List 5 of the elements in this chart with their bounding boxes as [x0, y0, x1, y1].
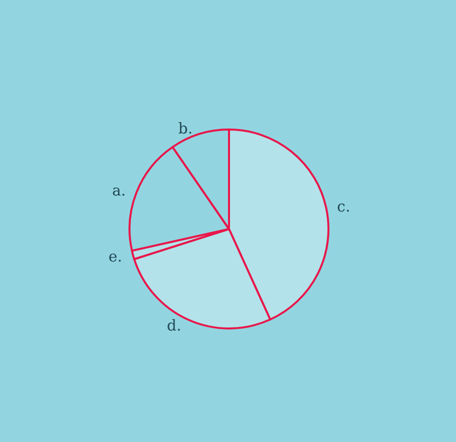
slice-label: c. [337, 198, 350, 216]
slice-label: d. [166, 316, 182, 334]
slice-label: b. [178, 119, 193, 138]
slice-label: a. [112, 181, 126, 200]
slice-label: e. [108, 248, 122, 266]
